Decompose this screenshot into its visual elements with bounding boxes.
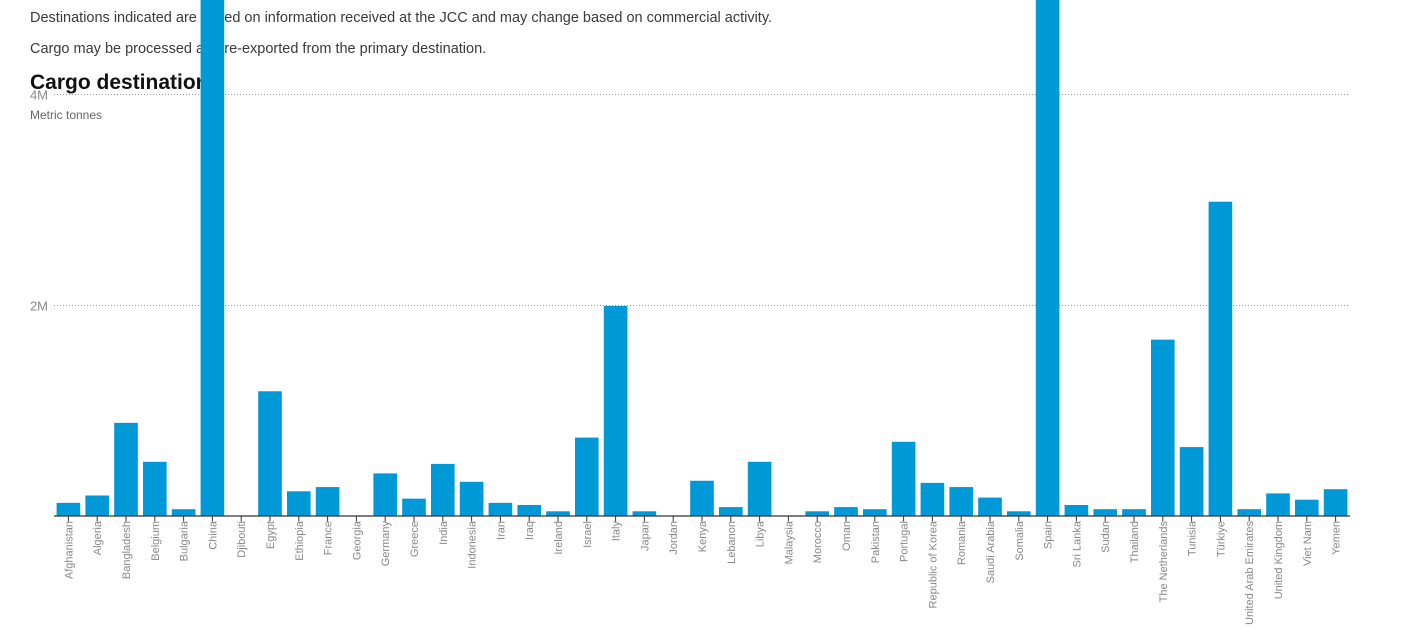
x-tick-label: Japan	[639, 521, 651, 551]
bar-sri-lanka[interactable]	[1064, 504, 1089, 516]
bar-pakistan[interactable]	[862, 509, 887, 516]
x-tick-label: Germany	[380, 521, 392, 567]
x-tick-label: Morocco	[812, 521, 824, 563]
x-tick-label: Bangladesh	[121, 521, 133, 579]
x-tick-label: Israel	[582, 521, 594, 548]
x-tick-label: Tunisia	[1187, 520, 1199, 556]
bar-libya[interactable]	[747, 461, 772, 516]
x-tick-label: China	[207, 520, 219, 550]
bar-greece[interactable]	[402, 498, 426, 516]
x-tick-label: Portugal	[899, 521, 911, 562]
bar-egypt[interactable]	[258, 391, 282, 516]
x-tick-label: Somalia	[1014, 520, 1026, 561]
bar-algeria[interactable]	[85, 495, 110, 516]
x-tick-label: Spain	[1043, 521, 1055, 549]
bar-viet-nam[interactable]	[1294, 499, 1319, 516]
x-tick-label: Djibouti	[236, 521, 248, 558]
bar-iran[interactable]	[488, 502, 513, 516]
bar-japan[interactable]	[632, 511, 657, 516]
x-tick-label: Sudan	[1100, 521, 1112, 553]
bar-t-rkiye[interactable]	[1208, 201, 1233, 516]
bar-portugal[interactable]	[891, 441, 916, 516]
bar-republic-of-korea[interactable]	[920, 482, 945, 516]
bar-somalia[interactable]	[1006, 511, 1031, 516]
bar-ireland[interactable]	[546, 511, 570, 516]
x-tick-label: Afghanistan	[63, 521, 75, 579]
x-tick-label: India	[438, 520, 450, 545]
x-tick-label: United Kingdom	[1273, 521, 1285, 599]
x-tick-label: Belgium	[150, 521, 162, 561]
x-tick-label: Thailand	[1129, 521, 1141, 563]
bar-india[interactable]	[430, 463, 455, 516]
bar-spain[interactable]	[1035, 0, 1060, 516]
x-tick-label: Greece	[409, 521, 421, 557]
x-tick-label: Egypt	[265, 521, 277, 549]
x-tick-label: Indonesia	[467, 520, 479, 569]
x-tick-label: Türkiye	[1215, 521, 1227, 557]
bar-morocco[interactable]	[805, 511, 830, 516]
x-tick-label: United Arab Emirates	[1244, 521, 1256, 625]
bar-yemen[interactable]	[1323, 489, 1348, 516]
x-tick-label: Republic of Korea	[927, 520, 939, 608]
bar-afghanistan[interactable]	[56, 502, 81, 516]
x-tick-label: Kenya	[697, 520, 709, 552]
bar-indonesia[interactable]	[459, 481, 484, 516]
bar-france[interactable]	[315, 487, 340, 516]
chart-title: Cargo destinations	[30, 71, 221, 94]
x-tick-label: Pakistan	[870, 521, 882, 563]
x-tick-label: Malaysia	[783, 520, 795, 564]
x-tick-label: Yemen	[1331, 521, 1343, 555]
bar-thailand[interactable]	[1122, 509, 1146, 516]
x-tick-label: Algeria	[92, 520, 104, 555]
y-tick-label: 4M	[30, 88, 48, 103]
bar-oman[interactable]	[834, 507, 858, 516]
grid-layer: 2M4M6M	[30, 88, 1350, 314]
x-tick-label: Libya	[755, 520, 767, 547]
bar-belgium[interactable]	[142, 461, 167, 516]
x-tick-label: France	[323, 521, 335, 555]
bar-germany[interactable]	[373, 473, 398, 516]
x-tick-label: Jordan	[668, 521, 680, 555]
bar-lebanon[interactable]	[718, 507, 743, 516]
bar-israel[interactable]	[574, 437, 599, 516]
x-tick-label: Oman	[841, 521, 853, 551]
x-tick-label: Lebanon	[726, 521, 738, 564]
bar-kenya[interactable]	[690, 480, 714, 516]
x-tick-label: Ireland	[553, 521, 565, 555]
chart-subtitle: Metric tonnes	[30, 108, 103, 122]
bar-united-kingdom[interactable]	[1266, 493, 1290, 516]
bar-bangladesh[interactable]	[114, 422, 138, 516]
bar-ethiopia[interactable]	[286, 491, 311, 516]
x-tick-label: Romania	[956, 520, 968, 565]
x-tick-label: Italy	[611, 521, 623, 542]
bar-bulgaria[interactable]	[171, 509, 196, 516]
x-tick-label: Bulgaria	[179, 520, 191, 561]
x-tick-label: Georgia	[351, 520, 363, 560]
x-label-layer: Afghanistan Algeria Bangladesh Belgium Bulga…	[63, 520, 1342, 625]
x-tick-label: Iran	[495, 521, 507, 540]
bar-the-netherlands[interactable]	[1150, 339, 1175, 516]
x-tick-label: Saudi Arabia	[985, 520, 997, 583]
x-tick-label: Iraq	[524, 521, 536, 540]
bar-layer	[56, 0, 1348, 516]
x-tick-layer	[67, 516, 1337, 522]
x-tick-label: The Netherlands	[1158, 521, 1170, 603]
bar-sudan[interactable]	[1093, 509, 1118, 516]
bar-united-arab-emirates[interactable]	[1237, 509, 1262, 516]
x-tick-label: Viet Nam	[1302, 521, 1314, 566]
bar-saudi-arabia[interactable]	[978, 497, 1002, 516]
bar-romania[interactable]	[949, 487, 974, 516]
bar-tunisia[interactable]	[1179, 447, 1204, 516]
y-tick-label: 2M	[30, 299, 48, 314]
bar-iraq[interactable]	[517, 504, 542, 516]
note-line-2: Cargo may be processed and re-exported f…	[30, 41, 487, 57]
x-tick-label: Ethiopia	[294, 520, 306, 561]
bar-china[interactable]	[200, 0, 225, 516]
bar-italy[interactable]	[603, 305, 628, 516]
x-tick-label: Sri Lanka	[1071, 520, 1083, 567]
